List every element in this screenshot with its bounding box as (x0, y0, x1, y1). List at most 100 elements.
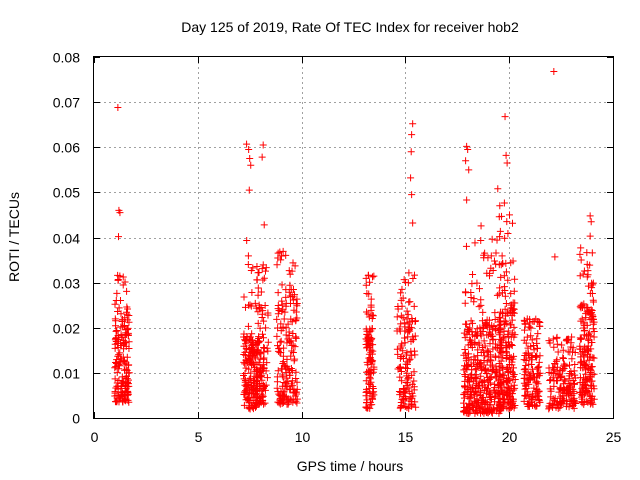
data-point (567, 343, 575, 351)
data-point (251, 299, 259, 307)
data-point (483, 386, 491, 394)
data-point (570, 367, 578, 375)
data-point (481, 407, 489, 415)
data-point (558, 394, 566, 402)
data-point (273, 332, 281, 340)
data-point (529, 365, 537, 373)
data-point (503, 351, 511, 359)
data-point (240, 401, 248, 409)
data-point (507, 321, 515, 329)
data-point (520, 366, 528, 374)
data-point (368, 325, 376, 333)
data-point (244, 394, 252, 402)
data-point (396, 373, 404, 381)
chart-title: Day 125 of 2019, Rate Of TEC Index for r… (181, 19, 519, 35)
data-point (583, 377, 591, 385)
data-point (521, 320, 529, 328)
data-point (576, 272, 584, 280)
data-point (583, 249, 591, 257)
data-point (471, 332, 479, 340)
data-point (576, 359, 584, 367)
data-point (522, 339, 530, 347)
data-point (557, 399, 565, 407)
data-point (485, 272, 493, 280)
data-point (491, 316, 499, 324)
data-point (504, 398, 512, 406)
data-point (502, 300, 510, 308)
data-point (278, 297, 286, 305)
data-point (505, 405, 513, 413)
data-point (408, 371, 416, 379)
data-point (114, 382, 122, 390)
data-point (274, 254, 282, 262)
data-point (488, 409, 496, 417)
data-point (532, 352, 540, 360)
data-point (123, 287, 131, 295)
data-point (124, 332, 132, 340)
data-point (254, 269, 262, 277)
data-point (577, 256, 585, 264)
data-point (511, 384, 519, 392)
data-point (260, 348, 268, 356)
data-point (259, 141, 267, 149)
data-point (122, 365, 130, 373)
data-point (496, 372, 504, 380)
data-point (244, 260, 252, 268)
x-tick-label: 10 (295, 429, 311, 445)
data-point (253, 378, 261, 386)
data-point (410, 302, 418, 310)
data-point (473, 397, 481, 405)
data-point (550, 382, 558, 390)
data-point (409, 120, 417, 128)
data-point (407, 402, 415, 410)
data-point (571, 360, 579, 368)
data-point (585, 353, 593, 361)
data-point (479, 344, 487, 352)
data-point (492, 249, 500, 257)
data-point (241, 369, 249, 377)
data-point (367, 295, 375, 303)
data-point (293, 378, 301, 386)
data-point (258, 376, 266, 384)
data-point (577, 335, 585, 343)
data-point (494, 185, 502, 193)
data-point (242, 337, 250, 345)
data-point (535, 372, 543, 380)
data-point (283, 362, 291, 370)
data-point (264, 309, 272, 317)
data-point (558, 341, 566, 349)
data-point (532, 315, 540, 323)
data-point (254, 319, 262, 327)
data-point (487, 393, 495, 401)
data-point (527, 332, 535, 340)
data-point (116, 362, 124, 370)
data-point (368, 334, 376, 342)
data-point (398, 377, 406, 385)
data-point (576, 250, 584, 258)
data-point (460, 394, 468, 402)
data-point (247, 302, 255, 310)
data-point (503, 159, 511, 167)
y-tick-label: 0.05 (53, 185, 80, 201)
data-point (586, 212, 594, 220)
data-point (507, 290, 515, 298)
data-point (285, 366, 293, 374)
data-point (407, 347, 415, 355)
data-point (280, 344, 288, 352)
data-point (491, 380, 499, 388)
data-point (369, 341, 377, 349)
data-point (461, 389, 469, 397)
data-point (253, 338, 261, 346)
data-point (584, 345, 592, 353)
data-point (253, 262, 261, 270)
data-point (485, 316, 493, 324)
data-point (496, 233, 504, 241)
data-point (473, 365, 481, 373)
data-point (461, 370, 469, 378)
data-point (553, 377, 561, 385)
data-point (112, 327, 120, 335)
data-point (276, 391, 284, 399)
data-point (559, 354, 567, 362)
data-point (479, 308, 487, 316)
data-point (288, 377, 296, 385)
